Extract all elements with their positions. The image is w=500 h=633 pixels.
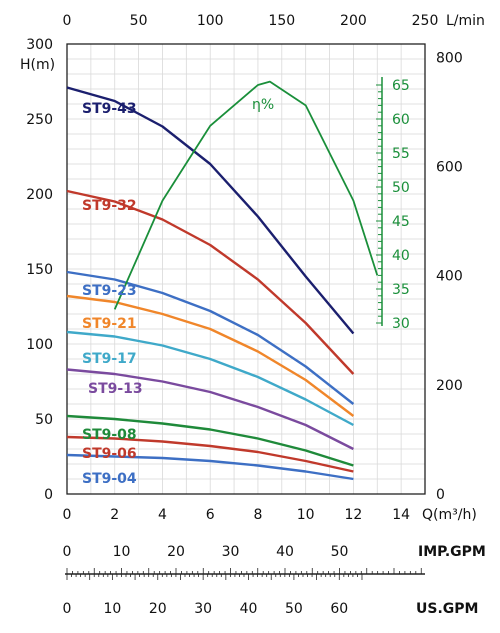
efficiency-tick-label: 50 xyxy=(392,180,410,196)
gpm-scales: 0 10 20 30 40 50 IMP.GPM 0 10 20 30 40 50 60 US.GPM xyxy=(63,544,486,617)
imp-gpm-tick-label: 40 xyxy=(276,544,294,560)
us-gpm-tick-label: 50 xyxy=(285,601,303,617)
curve-st9-43 xyxy=(66,86,355,335)
efficiency-tick-label: 35 xyxy=(392,282,410,298)
top-tick-label: 100 xyxy=(197,13,224,29)
efficiency-tick-label: 55 xyxy=(392,146,410,162)
us-gpm-tick-label: 20 xyxy=(149,601,167,617)
curve-st9-04 xyxy=(66,453,354,481)
x-axis-label: Q(m³/h) xyxy=(422,507,477,523)
x-tick-label: 12 xyxy=(344,507,362,523)
right-tick-label: 400 xyxy=(436,269,463,285)
top-tick-label: 150 xyxy=(268,13,295,29)
x-tick-label: 8 xyxy=(253,507,262,523)
curve-st9-06 xyxy=(66,435,354,473)
imp-gpm-label: IMP.GPM xyxy=(418,544,486,560)
x-tick-label: 10 xyxy=(297,507,315,523)
y-tick-label: 100 xyxy=(26,337,53,353)
right-tick-label: 0 xyxy=(436,487,445,503)
efficiency-tick-label: 60 xyxy=(392,112,410,128)
us-gpm-tick-label: 60 xyxy=(330,601,348,617)
top-tick-label: 0 xyxy=(63,13,72,29)
y-tick-label: 50 xyxy=(35,412,53,428)
label-st9-04: ST9-04 xyxy=(82,471,137,487)
us-gpm-tick-label: 40 xyxy=(240,601,258,617)
efficiency-line xyxy=(113,80,379,310)
efficiency-tick-label: 40 xyxy=(392,248,410,264)
efficiency-label: η% xyxy=(252,97,274,113)
curve-st9-21 xyxy=(66,294,355,417)
us-gpm-tick-label: 10 xyxy=(103,601,121,617)
efficiency-tick-label: 65 xyxy=(392,78,410,94)
label-st9-06: ST9-06 xyxy=(82,446,137,462)
curve-st9-17 xyxy=(66,330,354,427)
top-axis-label: L/min xyxy=(446,13,485,29)
top-tick-label: 250 xyxy=(412,13,439,29)
label-st9-32: ST9-32 xyxy=(82,198,137,214)
x-tick-label: 6 xyxy=(206,507,215,523)
curve-st9-23 xyxy=(66,270,355,405)
imp-gpm-tick-label: 30 xyxy=(222,544,240,560)
efficiency-curve: η% xyxy=(113,80,379,310)
curve-st9-32 xyxy=(66,189,355,375)
y-tick-label: 0 xyxy=(44,487,53,503)
imp-gpm-tick-label: 50 xyxy=(331,544,349,560)
axes: 0 2 4 6 8 10 12 14 Q(m³/h)050100150200250300H(m)… xyxy=(20,13,485,523)
efficiency-axis: 30 35 40 45 50 55 60 65 xyxy=(376,77,410,332)
label-st9-13: ST9-13 xyxy=(88,381,143,397)
x-tick-label: 4 xyxy=(158,507,167,523)
efficiency-tick-label: 45 xyxy=(392,214,410,230)
us-gpm-label: US.GPM xyxy=(416,601,478,617)
label-st9-17: ST9-17 xyxy=(82,351,137,367)
efficiency-tick-label: 30 xyxy=(392,316,410,332)
label-st9-21: ST9-21 xyxy=(82,316,137,332)
imp-gpm-tick-label: 10 xyxy=(113,544,131,560)
x-tick-label: 2 xyxy=(110,507,119,523)
y-tick-label: 300 xyxy=(26,37,53,53)
y-axis-label: H(m) xyxy=(20,57,55,73)
curve-st9-13 xyxy=(66,368,354,451)
right-tick-label: 200 xyxy=(436,378,463,394)
imp-gpm-tick-label: 20 xyxy=(167,544,185,560)
imp-gpm-tick-label: 0 xyxy=(63,544,72,560)
y-tick-label: 250 xyxy=(26,112,53,128)
top-tick-label: 200 xyxy=(340,13,367,29)
label-st9-08: ST9-08 xyxy=(82,427,137,443)
x-tick-label: 0 xyxy=(63,507,72,523)
us-gpm-tick-label: 30 xyxy=(194,601,212,617)
y-tick-label: 150 xyxy=(26,262,53,278)
x-tick-label: 14 xyxy=(392,507,410,523)
top-tick-label: 50 xyxy=(130,13,148,29)
head-curves xyxy=(66,86,355,481)
series-labels: ST9-43 ST9-32 ST9-23 ST9-21 ST9-17 ST9-13 ST9-… xyxy=(82,101,143,487)
plot-frame xyxy=(66,43,426,495)
y-tick-label: 200 xyxy=(26,187,53,203)
label-st9-23: ST9-23 xyxy=(82,283,137,299)
curve-st9-08 xyxy=(66,414,354,467)
label-st9-43: ST9-43 xyxy=(82,101,137,117)
right-tick-label: 600 xyxy=(436,160,463,176)
right-tick-label: 800 xyxy=(436,50,463,66)
us-gpm-tick-label: 0 xyxy=(63,601,72,617)
